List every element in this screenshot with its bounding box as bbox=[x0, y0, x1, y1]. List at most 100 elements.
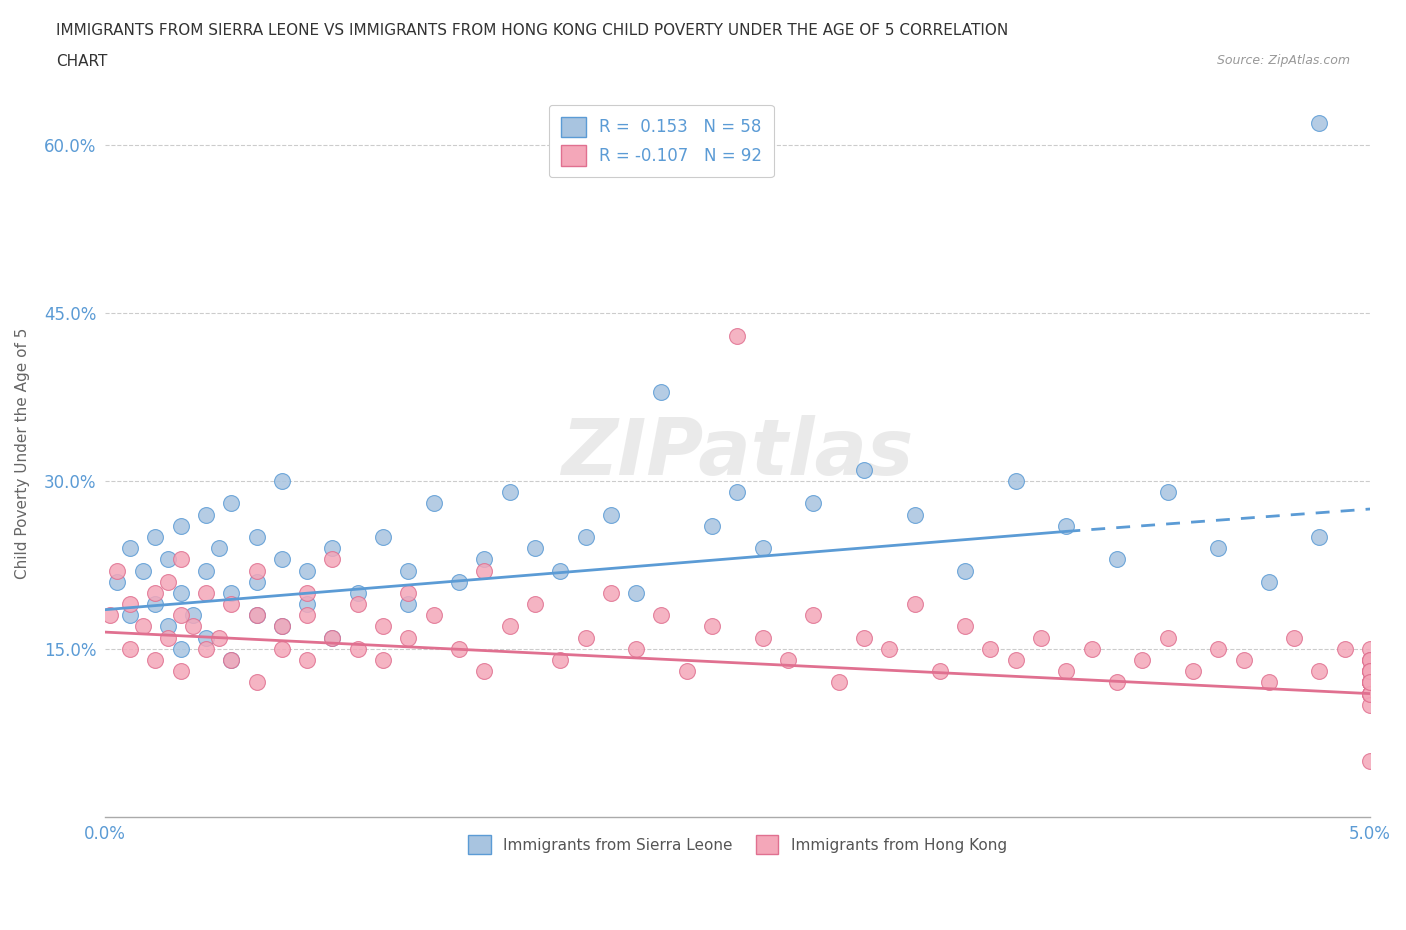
Point bbox=[270, 551, 292, 566]
Text: CHART: CHART bbox=[56, 54, 108, 69]
Point bbox=[953, 563, 976, 578]
Point bbox=[1080, 642, 1102, 657]
Point bbox=[599, 507, 621, 522]
Point bbox=[574, 631, 596, 645]
Point bbox=[105, 575, 128, 590]
Point bbox=[98, 608, 121, 623]
Point bbox=[295, 597, 318, 612]
Point bbox=[295, 608, 318, 623]
Point bbox=[675, 664, 697, 679]
Point bbox=[346, 586, 368, 601]
Point bbox=[321, 631, 343, 645]
Point bbox=[245, 529, 267, 544]
Point bbox=[1308, 664, 1330, 679]
Point bbox=[953, 619, 976, 634]
Point bbox=[1156, 485, 1178, 499]
Point bbox=[295, 563, 318, 578]
Point bbox=[1130, 653, 1153, 668]
Point bbox=[219, 586, 242, 601]
Point bbox=[169, 586, 191, 601]
Point bbox=[472, 664, 495, 679]
Point bbox=[295, 586, 318, 601]
Point bbox=[548, 653, 571, 668]
Point bbox=[1358, 653, 1381, 668]
Point bbox=[928, 664, 950, 679]
Point bbox=[447, 642, 470, 657]
Point bbox=[321, 631, 343, 645]
Point bbox=[270, 619, 292, 634]
Point bbox=[523, 540, 546, 555]
Point bbox=[1358, 664, 1381, 679]
Point bbox=[751, 631, 773, 645]
Point bbox=[219, 653, 242, 668]
Point bbox=[1004, 653, 1026, 668]
Point bbox=[1105, 551, 1128, 566]
Point bbox=[725, 328, 748, 343]
Point bbox=[143, 529, 166, 544]
Point bbox=[143, 586, 166, 601]
Point bbox=[143, 653, 166, 668]
Point bbox=[1358, 675, 1381, 690]
Point bbox=[219, 653, 242, 668]
Point bbox=[118, 608, 141, 623]
Point bbox=[1156, 631, 1178, 645]
Point bbox=[1181, 664, 1204, 679]
Point bbox=[219, 496, 242, 511]
Point bbox=[574, 529, 596, 544]
Point bbox=[472, 551, 495, 566]
Point bbox=[131, 563, 153, 578]
Point bbox=[1054, 664, 1077, 679]
Point bbox=[624, 642, 647, 657]
Text: Source: ZipAtlas.com: Source: ZipAtlas.com bbox=[1216, 54, 1350, 67]
Point bbox=[1358, 653, 1381, 668]
Point bbox=[169, 642, 191, 657]
Point bbox=[105, 563, 128, 578]
Point bbox=[396, 631, 419, 645]
Point bbox=[1358, 664, 1381, 679]
Point bbox=[396, 586, 419, 601]
Point bbox=[447, 575, 470, 590]
Point bbox=[1029, 631, 1052, 645]
Point bbox=[194, 642, 217, 657]
Point bbox=[1358, 664, 1381, 679]
Point bbox=[1358, 753, 1381, 768]
Point bbox=[1358, 675, 1381, 690]
Point bbox=[548, 563, 571, 578]
Point bbox=[1257, 675, 1279, 690]
Point bbox=[498, 619, 520, 634]
Point bbox=[1358, 686, 1381, 701]
Point bbox=[295, 653, 318, 668]
Point bbox=[245, 608, 267, 623]
Point bbox=[903, 597, 925, 612]
Point bbox=[194, 563, 217, 578]
Point bbox=[181, 608, 204, 623]
Point bbox=[321, 551, 343, 566]
Point bbox=[1333, 642, 1355, 657]
Point bbox=[156, 575, 179, 590]
Point bbox=[131, 619, 153, 634]
Point bbox=[118, 540, 141, 555]
Point bbox=[1358, 653, 1381, 668]
Point bbox=[852, 631, 875, 645]
Point bbox=[371, 653, 394, 668]
Point bbox=[270, 642, 292, 657]
Text: IMMIGRANTS FROM SIERRA LEONE VS IMMIGRANTS FROM HONG KONG CHILD POVERTY UNDER TH: IMMIGRANTS FROM SIERRA LEONE VS IMMIGRAN… bbox=[56, 23, 1008, 38]
Point bbox=[1257, 575, 1279, 590]
Point bbox=[245, 575, 267, 590]
Point bbox=[422, 608, 444, 623]
Point bbox=[371, 619, 394, 634]
Point bbox=[219, 597, 242, 612]
Point bbox=[346, 642, 368, 657]
Point bbox=[700, 619, 723, 634]
Point bbox=[1358, 686, 1381, 701]
Point bbox=[1308, 115, 1330, 130]
Point bbox=[1358, 675, 1381, 690]
Point bbox=[143, 597, 166, 612]
Legend: Immigrants from Sierra Leone, Immigrants from Hong Kong: Immigrants from Sierra Leone, Immigrants… bbox=[463, 830, 1012, 860]
Point bbox=[599, 586, 621, 601]
Point bbox=[207, 631, 229, 645]
Point bbox=[801, 496, 824, 511]
Point bbox=[1358, 642, 1381, 657]
Point bbox=[650, 384, 672, 399]
Point bbox=[245, 608, 267, 623]
